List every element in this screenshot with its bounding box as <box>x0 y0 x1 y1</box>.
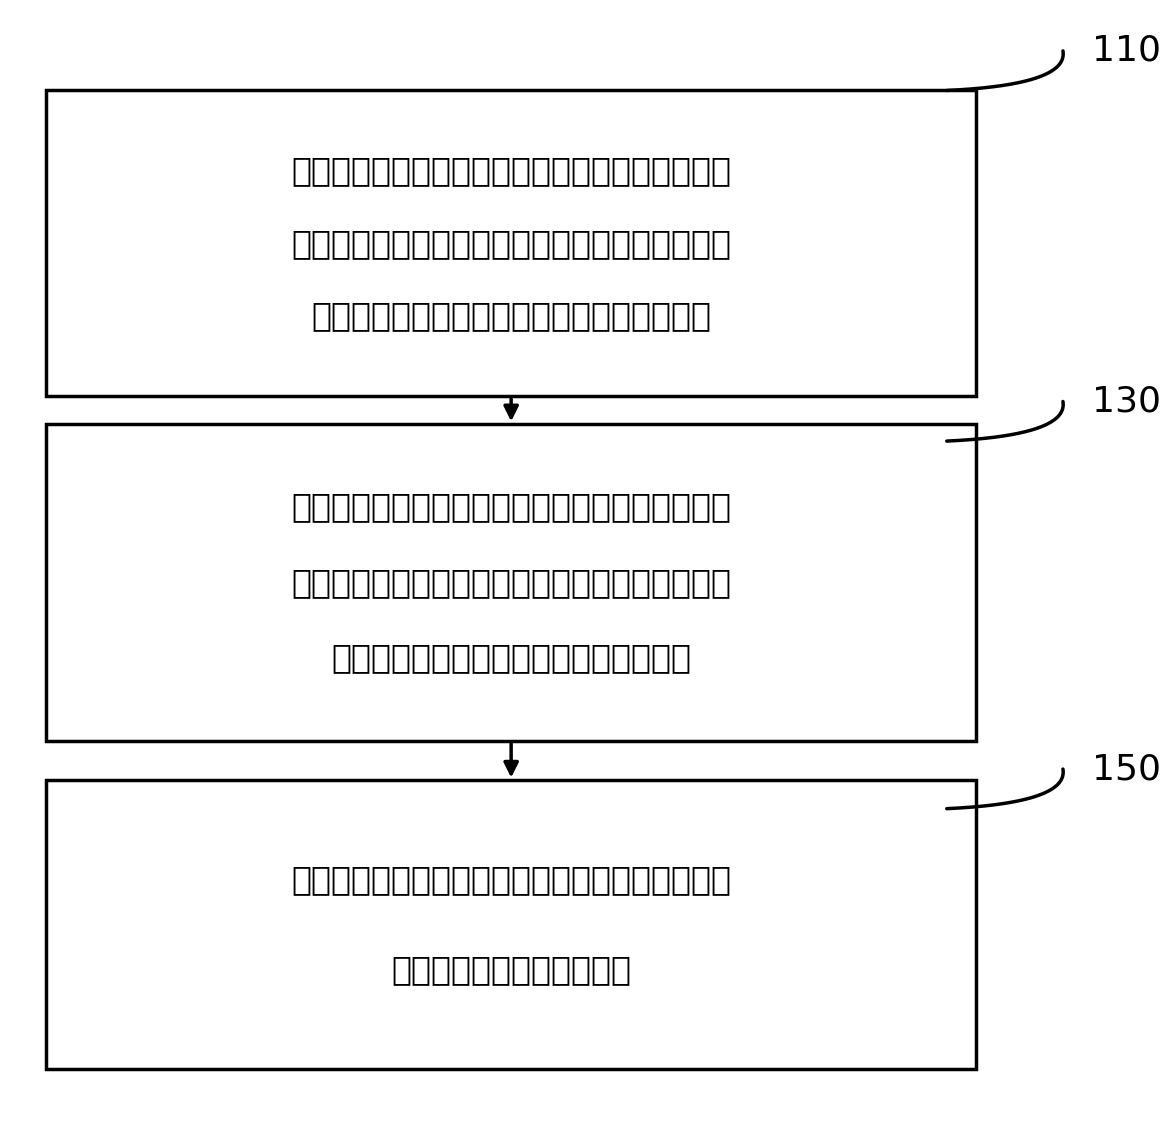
FancyBboxPatch shape <box>47 424 976 741</box>
Text: 130: 130 <box>1092 385 1161 418</box>
Text: 物体图像对应的待加工物体上设置有编码图案: 物体图像对应的待加工物体上设置有编码图案 <box>311 300 711 333</box>
Text: 备上装设的摄像头获取待加工物体图像，该待加工: 备上装设的摄像头获取待加工物体图像，该待加工 <box>291 226 731 260</box>
Text: 的颜色识别雕刻线及切割线，上述雕刻线及切割线: 的颜色识别雕刻线及切割线，上述雕刻线及切割线 <box>291 566 731 599</box>
Text: 对应于待加工物体上用户绘制的加工图案: 对应于待加工物体上用户绘制的加工图案 <box>331 641 691 674</box>
FancyBboxPatch shape <box>47 780 976 1069</box>
Text: 110: 110 <box>1092 34 1161 68</box>
FancyBboxPatch shape <box>47 90 976 396</box>
Text: 在待加工物体图像的编码图案区域外，根据像素点: 在待加工物体图像的编码图案区域外，根据像素点 <box>291 491 731 524</box>
Text: 根据雕刻线和切割线，调用编码图案区域所映射加: 根据雕刻线和切割线，调用编码图案区域所映射加 <box>291 863 731 896</box>
Text: 工配置信息加工待加工物体: 工配置信息加工待加工物体 <box>392 953 631 986</box>
Text: 150: 150 <box>1092 752 1161 786</box>
Text: 根据所触发进行激光加工的指令，控制激光加工设: 根据所触发进行激光加工的指令，控制激光加工设 <box>291 154 731 187</box>
